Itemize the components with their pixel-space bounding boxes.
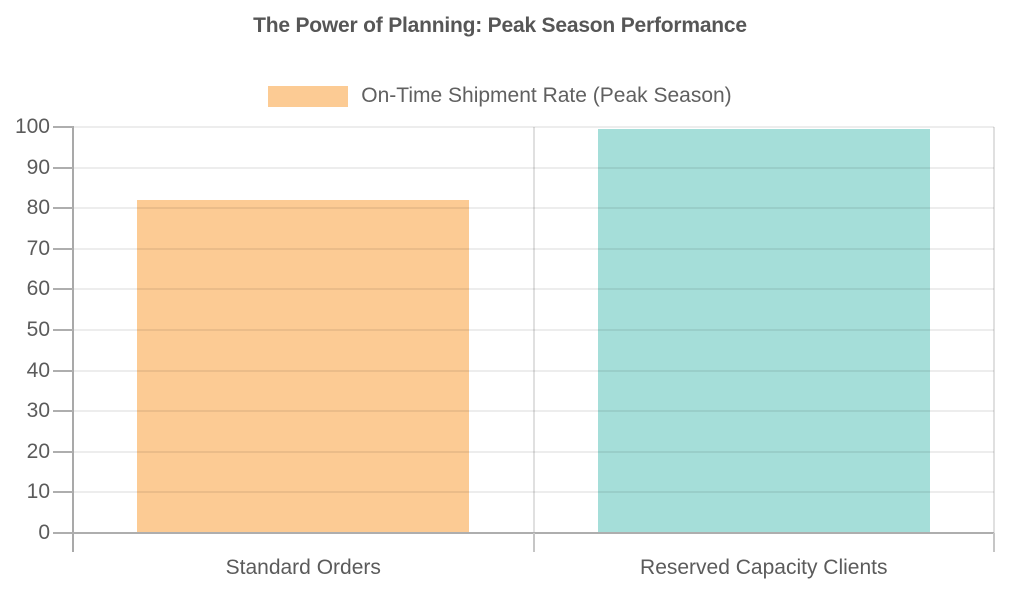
y-tick-mark bbox=[53, 532, 73, 534]
category-tick-mark bbox=[532, 533, 535, 552]
gridline bbox=[73, 491, 994, 494]
y-tick-label: 10 bbox=[26, 480, 50, 504]
category-label: Reserved Capacity Clients bbox=[640, 556, 888, 579]
category-boundary-line bbox=[993, 127, 995, 533]
legend-label: On-Time Shipment Rate (Peak Season) bbox=[361, 84, 732, 107]
gridline bbox=[73, 247, 994, 250]
y-tick-mark bbox=[53, 491, 73, 494]
gridline bbox=[73, 126, 994, 128]
y-tick-label: 100 bbox=[14, 115, 50, 138]
y-tick-label: 60 bbox=[26, 277, 50, 301]
category-label: Standard Orders bbox=[225, 556, 381, 579]
gridline bbox=[73, 207, 994, 210]
gridline bbox=[73, 329, 994, 331]
y-tick-mark bbox=[53, 450, 73, 453]
y-tick-label: 90 bbox=[26, 155, 50, 179]
y-tick-mark bbox=[53, 329, 73, 331]
legend-swatch bbox=[268, 85, 349, 107]
chart-title: The Power of Planning: Peak Season Perfo… bbox=[253, 14, 747, 37]
y-tick-mark bbox=[53, 166, 73, 169]
plot-area bbox=[73, 126, 995, 533]
y-tick-mark bbox=[53, 247, 73, 250]
gridline bbox=[73, 410, 994, 413]
y-tick-label: 50 bbox=[26, 318, 50, 341]
y-tick-label: 30 bbox=[26, 399, 50, 423]
y-axis-line bbox=[72, 126, 74, 552]
y-tick-mark bbox=[53, 410, 73, 413]
gridline bbox=[73, 288, 994, 291]
category-boundary-line bbox=[532, 127, 535, 533]
y-tick-label: 80 bbox=[26, 196, 50, 220]
bar-reserved-capacity-clients bbox=[597, 129, 930, 533]
gridline bbox=[73, 450, 994, 453]
category-tick-mark bbox=[993, 533, 995, 552]
y-tick-label: 20 bbox=[26, 439, 50, 463]
bar-standard-orders bbox=[137, 200, 470, 533]
y-tick-label: 40 bbox=[26, 358, 50, 382]
y-tick-mark bbox=[53, 369, 73, 372]
y-tick-label: 70 bbox=[26, 236, 50, 260]
y-tick-mark bbox=[53, 207, 73, 210]
y-tick-mark bbox=[53, 126, 73, 128]
legend: On-Time Shipment Rate (Peak Season) bbox=[0, 84, 1000, 108]
y-tick-label: 0 bbox=[38, 521, 50, 544]
y-tick-mark bbox=[53, 288, 73, 291]
gridline bbox=[73, 369, 994, 372]
gridline bbox=[73, 166, 994, 169]
